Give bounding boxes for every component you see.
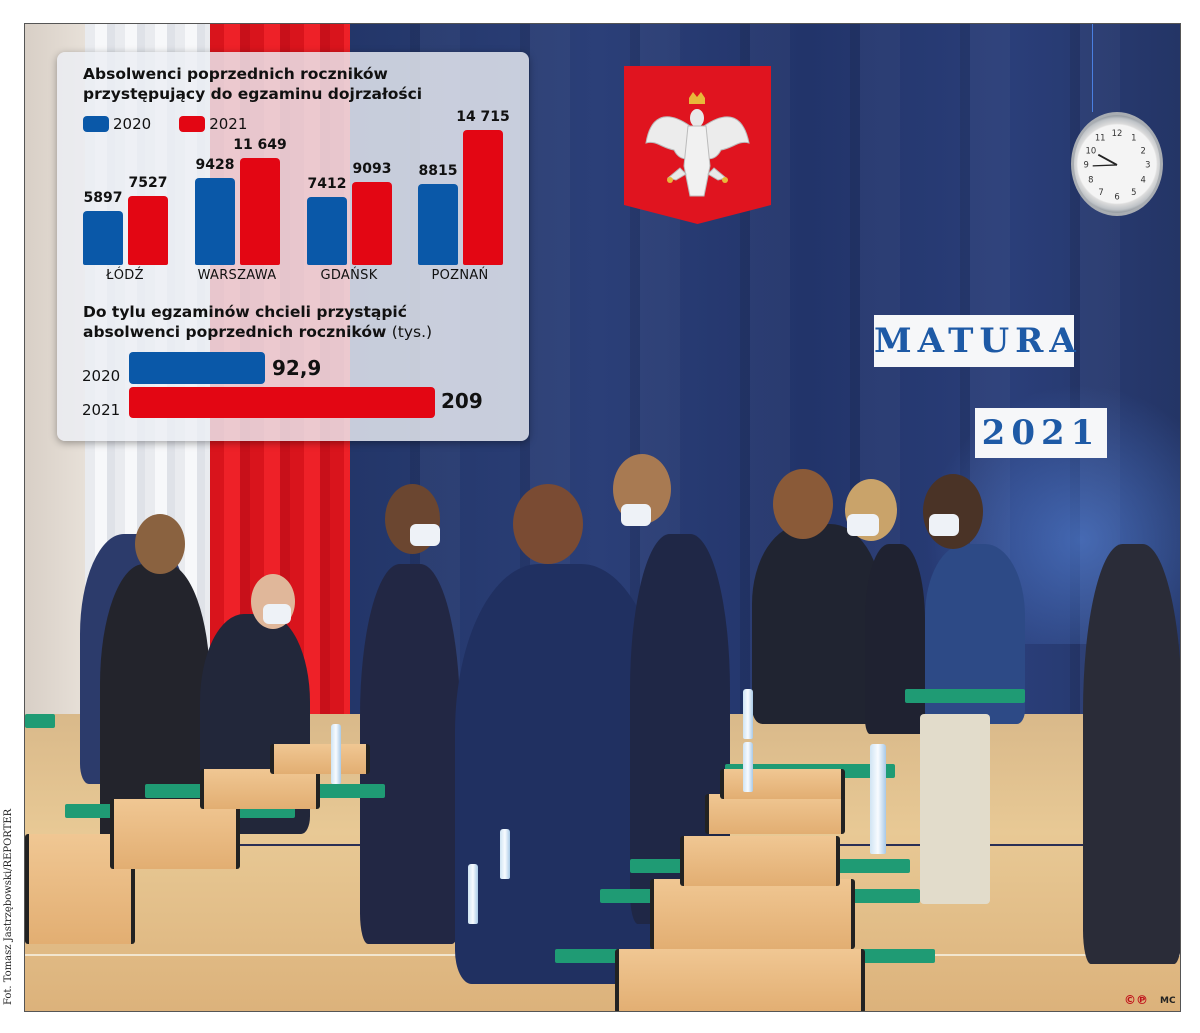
water-bottle [500,829,510,879]
svg-text:8: 8 [1088,175,1093,185]
bar-poznan-2020 [418,184,458,265]
legend-item-2020: 2020 [83,115,151,133]
city-label: GDAŃSK [320,268,378,283]
value-label: 9428 [195,157,235,173]
bar-warszawa-2021 [240,158,280,265]
value-label: 209 [441,389,483,413]
legend-swatch-blue [83,116,109,132]
face-mask [263,604,291,624]
svg-text:11: 11 [1095,133,1106,143]
chart-subtitle: Do tylu egzaminów chcieli przystąpić abs… [83,302,513,342]
chair [650,879,855,949]
svg-text:1: 1 [1131,133,1136,143]
city-label: POZNAŃ [431,268,489,283]
legend-swatch-red [179,116,206,132]
value-label: 5897 [83,190,123,206]
chair [705,794,845,834]
face-mask [621,504,651,526]
chair [200,769,320,809]
value-label: 7412 [307,176,347,192]
chair [615,949,865,1011]
unit-label: (tys.) [391,323,433,341]
chair [720,769,845,799]
svg-text:4: 4 [1140,175,1145,185]
year-label: 2021 [82,401,121,419]
value-label: 7527 [128,175,168,191]
bar-lodz-2020 [83,211,123,265]
desk [905,689,1025,703]
person [752,524,882,724]
face-mask [847,514,879,536]
bar-total-2020 [129,352,265,384]
svg-text:7: 7 [1098,187,1103,197]
svg-text:5: 5 [1131,187,1136,197]
value-label: 92,9 [272,356,322,380]
bar-warszawa-2020 [195,178,235,265]
year-label: 2020 [82,367,121,385]
face-mask [410,524,440,546]
bar-gdansk-2021 [352,182,392,265]
value-label: 14 715 [456,109,510,125]
value-label: 9093 [352,161,392,177]
person-legs [920,714,990,904]
water-bottle [870,744,886,854]
copyright-icon: ©℗ [1124,993,1148,1007]
water-bottle [743,742,753,792]
chart-legend: 2020 2021 [83,115,275,133]
bar-poznan-2021 [463,130,503,265]
head [773,469,833,539]
head [135,514,185,574]
bar-lodz-2021 [128,196,168,265]
author-initials: MC [1160,996,1176,1006]
svg-text:6: 6 [1114,192,1119,202]
water-bottle [468,864,478,924]
infographic-panel: Absolwenci poprzednich roczników przystę… [57,52,529,441]
person [1083,544,1180,964]
svg-text:9: 9 [1083,160,1088,170]
svg-text:3: 3 [1145,160,1150,170]
bar-total-2021 [129,387,435,418]
chart-title-line: przystępujący do egzaminu dojrzałości [83,85,423,103]
year-sign: 2021 [975,408,1107,458]
svg-text:10: 10 [1085,146,1096,156]
chair [270,744,370,774]
clock-string [1092,24,1093,112]
water-bottle [743,689,753,739]
legend-label: 2020 [113,115,152,133]
person [360,564,460,944]
photo-credit: Fot. Tomasz Jastrzębowski/REPORTER [3,808,14,1005]
white-eagle-icon [645,92,750,197]
bar-gdansk-2020 [307,197,347,265]
city-label: WARSZAWA [197,268,277,283]
chair [110,799,240,869]
legend-label: 2021 [209,115,248,133]
matura-sign: MATURA [874,315,1076,367]
person [865,544,925,734]
svg-text:2: 2 [1140,146,1145,156]
legend-item-2021: 2021 [179,115,247,133]
chart-subtitle-line: Do tylu egzaminów chcieli przystąpić [83,303,407,321]
value-label: 8815 [418,163,458,179]
svg-text:12: 12 [1112,128,1123,138]
face-mask [929,514,959,536]
city-label: ŁÓDŹ [106,268,144,283]
chart-subtitle-line: absolwenci poprzednich roczników [83,323,387,341]
chair [680,836,840,886]
chart-title-line: Absolwenci poprzednich roczników [83,65,388,83]
desk [25,714,55,728]
value-label: 11 649 [233,137,287,153]
chart-title: Absolwenci poprzednich roczników przystę… [83,64,513,104]
head [923,474,983,549]
head [513,484,583,564]
water-bottle [331,724,341,784]
polish-emblem [624,66,771,224]
